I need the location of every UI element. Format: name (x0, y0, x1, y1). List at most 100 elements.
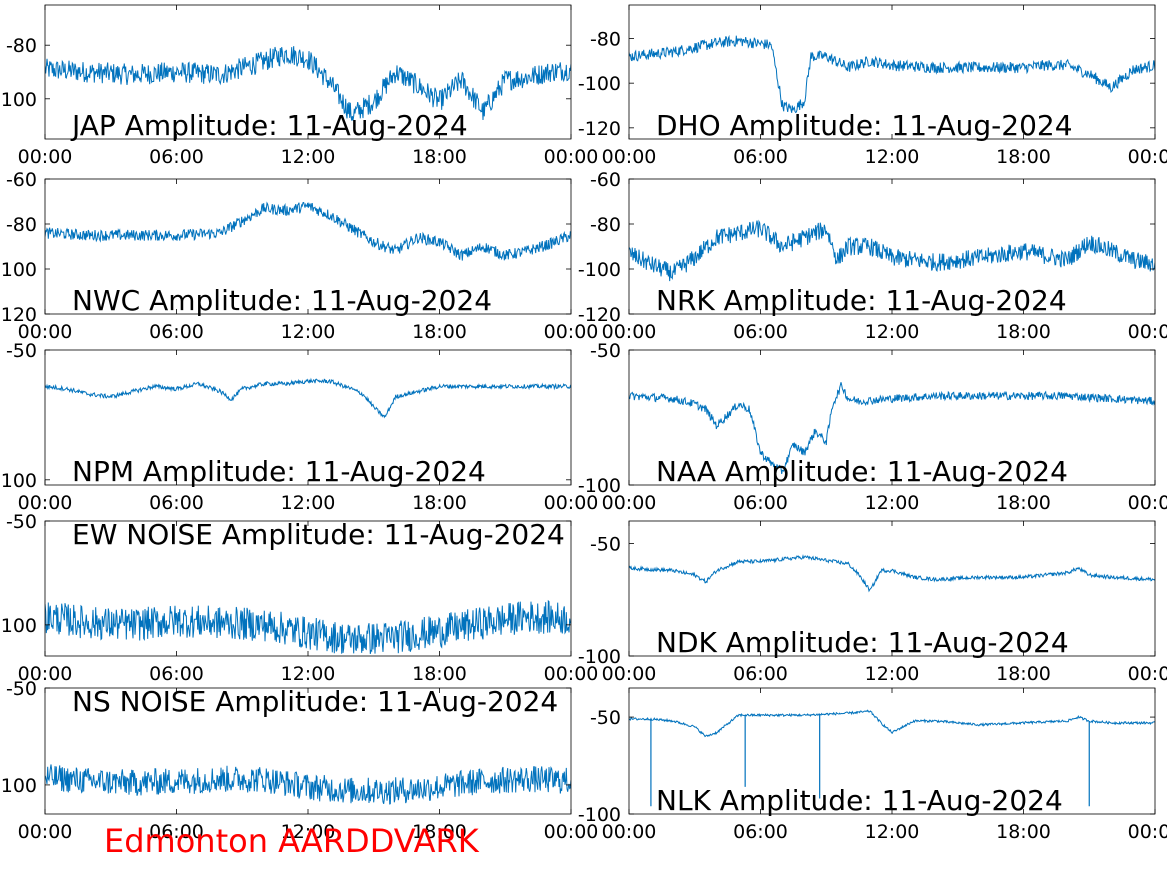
y-tick-label: -100 (0, 259, 37, 281)
chart-panel-8: 00:00 06:00 12:00 18:00 00:00 -50 -100 NS NOISE… (0, 678, 598, 843)
y-tick-label: -80 (590, 29, 621, 51)
y-tick-label: -100 (0, 775, 37, 797)
chart-title: NDK Amplitude: 11-Aug-2024 (656, 626, 1069, 659)
x-tick-label: 18:00 (996, 663, 1051, 685)
y-tick-label: -50 (590, 340, 621, 362)
x-tick-label: 06:00 (149, 146, 204, 168)
chart-title: NPM Amplitude: 11-Aug-2024 (72, 455, 486, 488)
chart-title: NRK Amplitude: 11-Aug-2024 (656, 284, 1067, 317)
y-tick-label: -100 (0, 615, 37, 637)
y-tick-label: -120 (0, 304, 37, 326)
chart-title: DHO Amplitude: 11-Aug-2024 (656, 109, 1073, 142)
x-tick-label: 00:00 (1128, 492, 1167, 514)
series-line (45, 599, 571, 655)
y-tick-label: -80 (6, 35, 37, 57)
x-tick-label: 06:00 (149, 821, 204, 843)
chart-panel-4: 00:00 06:00 12:00 18:00 00:00 -50 -100 NPM Ampl… (0, 340, 598, 514)
x-tick-label: 00:00 (602, 492, 657, 514)
series-line (629, 382, 1155, 474)
x-tick-label: 18:00 (996, 321, 1051, 343)
x-tick-label: 00:00 (544, 663, 599, 685)
y-tick-label: -100 (578, 646, 621, 668)
x-tick-label: 00:00 (602, 821, 657, 843)
y-tick-label: -100 (578, 475, 621, 497)
chart-panel-1: 00:00 06:00 12:00 18:00 00:00 -80 -100 -120 DHO … (578, 4, 1167, 168)
series-line (45, 377, 571, 419)
x-tick-label: 06:00 (149, 663, 204, 685)
chart-panel-0: 00:00 06:00 12:00 18:00 00:00 -80 -100 JAP Ampl… (0, 4, 599, 168)
chart-panel-9: 00:00 06:00 12:00 18:00 00:00 -50 -100 NLK Ampl… (578, 687, 1167, 843)
x-tick-label: 12:00 (865, 663, 920, 685)
chart-panel-3: 00:00 06:00 12:00 18:00 00:00 -60 -80 -100 -120 N… (578, 169, 1167, 343)
y-tick-label: -100 (0, 470, 37, 492)
x-tick-label: 00:00 (1128, 321, 1167, 343)
y-tick-label: -50 (6, 511, 37, 533)
x-tick-label: 00:00 (602, 146, 657, 168)
x-tick-label: 18:00 (412, 492, 467, 514)
y-tick-label: -50 (6, 340, 37, 362)
x-tick-label: 06:00 (733, 663, 788, 685)
x-tick-label: 18:00 (996, 492, 1051, 514)
x-tick-label: 18:00 (996, 821, 1051, 843)
x-tick-label: 00:00 (18, 321, 73, 343)
x-tick-label: 00:00 (544, 146, 599, 168)
x-tick-label: 06:00 (149, 492, 204, 514)
x-tick-label: 00:00 (602, 663, 657, 685)
x-tick-label: 06:00 (733, 321, 788, 343)
chart-title: NAA Amplitude: 11-Aug-2024 (656, 455, 1068, 488)
x-tick-label: 18:00 (412, 663, 467, 685)
x-tick-label: 18:00 (412, 321, 467, 343)
x-tick-label: 18:00 (412, 821, 467, 843)
x-tick-label: 12:00 (281, 321, 336, 343)
y-tick-label: -60 (6, 169, 37, 191)
chart-panel-5: 00:00 06:00 12:00 18:00 00:00 -50 -100 NAA Ampl… (578, 340, 1167, 514)
y-tick-label: -80 (590, 214, 621, 236)
series-line (629, 219, 1155, 282)
series-line (629, 554, 1155, 593)
x-tick-label: 06:00 (733, 821, 788, 843)
y-tick-label: -120 (578, 118, 621, 140)
x-tick-label: 18:00 (996, 146, 1051, 168)
y-tick-label: -80 (6, 214, 37, 236)
x-tick-label: 12:00 (281, 663, 336, 685)
x-tick-label: 00:00 (1128, 821, 1167, 843)
y-tick-label: -100 (578, 804, 621, 826)
chart-title: EW NOISE Amplitude: 11-Aug-2024 (72, 518, 565, 551)
x-tick-label: 12:00 (281, 146, 336, 168)
x-tick-label: 12:00 (865, 492, 920, 514)
series-line (45, 46, 571, 121)
x-tick-label: 00:00 (544, 492, 599, 514)
x-tick-label: 12:00 (865, 146, 920, 168)
chart-title: JAP Amplitude: 11-Aug-2024 (70, 109, 468, 142)
x-tick-label: 06:00 (149, 321, 204, 343)
series-line (45, 201, 571, 261)
x-tick-label: 00:00 (18, 146, 73, 168)
x-tick-label: 00:00 (544, 321, 599, 343)
series-line (45, 764, 571, 805)
x-tick-label: 00:00 (18, 821, 73, 843)
x-tick-label: 12:00 (865, 321, 920, 343)
y-tick-label: -100 (578, 73, 621, 95)
x-tick-label: 12:00 (281, 492, 336, 514)
chart-title: NLK Amplitude: 11-Aug-2024 (656, 784, 1063, 817)
y-tick-label: -100 (578, 259, 621, 281)
x-tick-label: 06:00 (733, 146, 788, 168)
series-line (629, 34, 1155, 114)
y-tick-label: -120 (578, 304, 621, 326)
chart-panel-6: 00:00 06:00 12:00 18:00 00:00 -50 -100 EW NOISE… (0, 511, 598, 685)
chart-title: NWC Amplitude: 11-Aug-2024 (72, 284, 492, 317)
chart-panel-2: 00:00 06:00 12:00 18:00 00:00 -60 -80 -100 -120 N… (0, 169, 598, 343)
chart-title: NS NOISE Amplitude: 11-Aug-2024 (72, 685, 558, 718)
x-tick-label: 18:00 (412, 146, 467, 168)
x-tick-label: 12:00 (865, 821, 920, 843)
x-tick-label: 00:00 (544, 821, 599, 843)
x-tick-label: 00:00 (18, 492, 73, 514)
x-tick-label: 00:00 (18, 663, 73, 685)
y-tick-label: -100 (0, 89, 37, 111)
x-tick-label: 00:00 (602, 321, 657, 343)
y-tick-label: -50 (6, 678, 37, 700)
chart-panel-7: 00:00 06:00 12:00 18:00 00:00 -50 -100 NDK Ampl… (578, 520, 1167, 685)
x-tick-label: 06:00 (733, 492, 788, 514)
